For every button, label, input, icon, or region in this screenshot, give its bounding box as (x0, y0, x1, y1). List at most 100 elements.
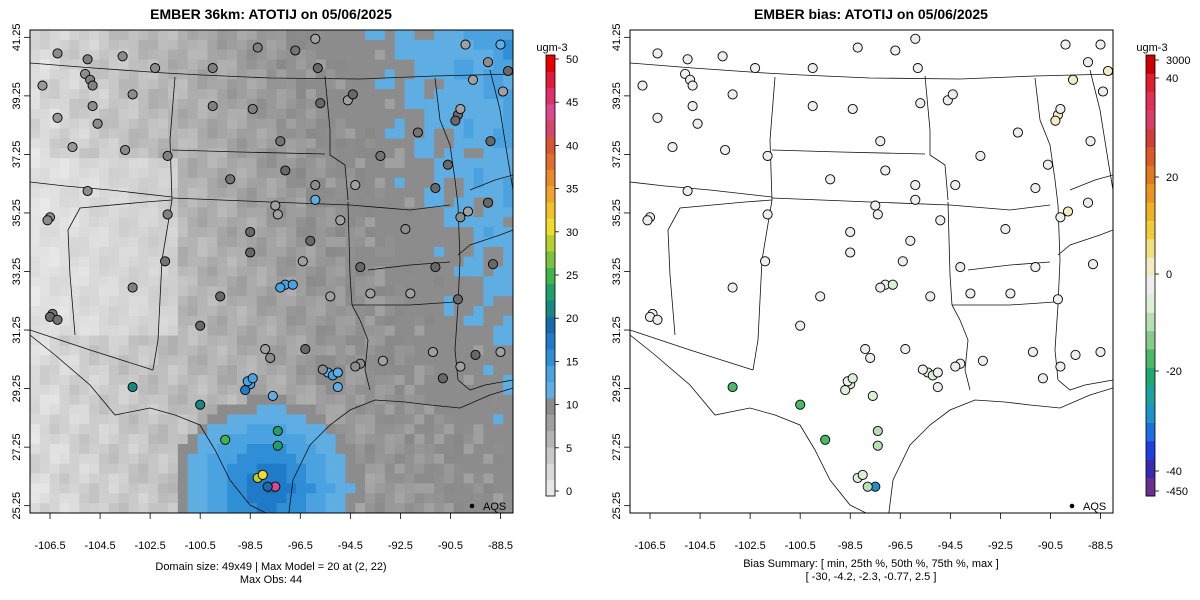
grid-cell (335, 296, 346, 307)
grid-cell (207, 266, 218, 277)
grid-cell (404, 463, 415, 474)
grid-cell (39, 118, 51, 129)
grid-cell (49, 118, 60, 129)
grid-cell (325, 503, 336, 513)
grid-cell (118, 256, 129, 267)
grid-cell (69, 335, 80, 346)
grid-cell (256, 246, 267, 258)
grid-cell (394, 148, 405, 159)
grid-cell (315, 483, 327, 494)
grid-cell (266, 39, 277, 51)
grid-cell (177, 345, 189, 356)
grid-cell (394, 30, 405, 41)
bias-marker (1052, 294, 1063, 305)
grid-cell (118, 99, 129, 110)
grid-cell (493, 276, 504, 287)
grid-cell (197, 197, 208, 208)
grid-cell (256, 404, 267, 415)
grid-cell (69, 79, 80, 90)
grid-cell (384, 69, 396, 80)
grid-cell (138, 394, 149, 405)
grid-cell (375, 108, 386, 120)
grid-cell (246, 503, 258, 513)
grid-cell (365, 276, 376, 287)
grid-cell (463, 118, 474, 129)
grid-cell (375, 30, 386, 41)
grid-cell (30, 434, 41, 445)
grid-cell (503, 315, 513, 327)
grid-cell (246, 168, 258, 179)
colorbar-cell (546, 365, 555, 383)
grid-cell (434, 306, 445, 317)
grid-cell (256, 355, 267, 366)
grid-cell (177, 365, 189, 376)
grid-cell (375, 158, 386, 169)
colorbar-tick-label: 0 (1166, 269, 1172, 281)
grid-cell (325, 325, 336, 336)
grid-cell (493, 177, 504, 189)
grid-cell (30, 325, 41, 336)
grid-cell (503, 138, 513, 149)
grid-cell (108, 256, 120, 267)
bias-marker (1005, 288, 1016, 299)
grid-cell (493, 89, 504, 100)
grid-cell (473, 315, 484, 327)
grid-cell (335, 266, 346, 277)
station-marker (315, 98, 326, 109)
grid-cell (276, 39, 287, 51)
grid-cell (118, 207, 129, 218)
grid-cell (453, 246, 465, 258)
grid-cell (266, 69, 277, 80)
grid-cell (59, 49, 70, 60)
bias-marker (667, 142, 678, 153)
grid-cell (424, 49, 435, 60)
grid-cell (256, 227, 267, 238)
grid-cell (335, 59, 346, 70)
grid-cell (473, 365, 484, 376)
grid-cell (217, 168, 228, 179)
grid-cell (108, 325, 120, 336)
station-marker (355, 262, 366, 273)
grid-cell (246, 197, 258, 208)
grid-cell (503, 335, 513, 346)
grid-cell (375, 325, 386, 336)
colorbar-cell (1146, 440, 1155, 460)
colorbar-cell (1146, 110, 1155, 129)
grid-cell (345, 315, 356, 327)
grid-cell (128, 207, 139, 218)
grid-cell (217, 246, 228, 258)
bias-marker (1087, 259, 1099, 270)
grid-cell (79, 453, 90, 465)
station-marker (262, 481, 273, 492)
grid-cell (434, 89, 445, 100)
grid-cell (59, 384, 70, 396)
grid-cell (483, 266, 494, 277)
grid-cell (453, 315, 465, 327)
grid-cell (158, 138, 169, 149)
y-tick-label: 25.25 (11, 492, 23, 520)
grid-cell (315, 118, 327, 129)
grid-cell (30, 473, 41, 484)
grid-cell (424, 286, 435, 297)
grid-cell (89, 325, 100, 336)
grid-cell (266, 384, 277, 396)
grid-cell (39, 59, 51, 70)
grid-cell (434, 49, 445, 60)
grid-cell (30, 276, 41, 287)
grid-cell (463, 177, 474, 189)
grid-cell (237, 39, 248, 51)
grid-cell (296, 118, 307, 129)
grid-cell (296, 296, 307, 307)
grid-cell (79, 79, 90, 90)
grid-cell (177, 434, 189, 445)
grid-cell (128, 256, 139, 267)
grid-cell (30, 207, 41, 218)
bias-marker (1055, 212, 1066, 223)
grid-cell (375, 434, 386, 445)
colorbar-cell (546, 153, 555, 170)
grid-cell (483, 227, 494, 238)
grid-cell (118, 335, 129, 346)
grid-cell (246, 394, 258, 405)
station-marker (207, 101, 218, 112)
